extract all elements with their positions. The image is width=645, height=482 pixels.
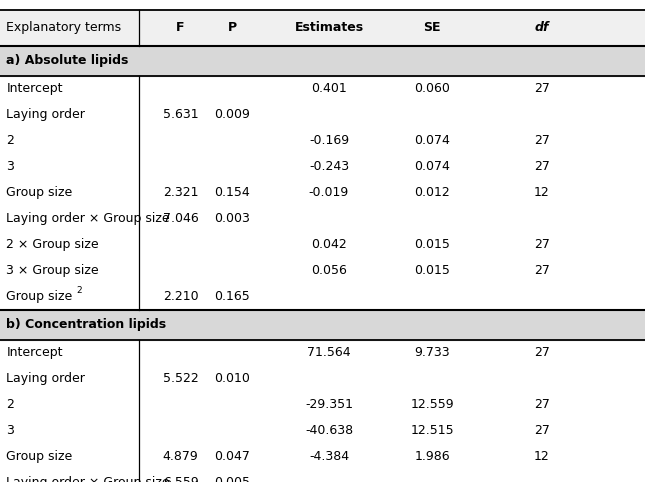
Text: 0.005: 0.005 xyxy=(214,477,250,482)
Text: Group size: Group size xyxy=(6,291,73,303)
Text: 3: 3 xyxy=(6,161,14,173)
Text: 12: 12 xyxy=(534,451,550,463)
Text: -4.384: -4.384 xyxy=(309,451,349,463)
Text: 27: 27 xyxy=(534,134,550,147)
Text: 2: 2 xyxy=(6,134,14,147)
Text: 2: 2 xyxy=(6,399,14,411)
Text: 6.559: 6.559 xyxy=(163,477,199,482)
Text: P: P xyxy=(228,21,237,34)
Text: 27: 27 xyxy=(534,82,550,95)
Text: Group size: Group size xyxy=(6,451,73,463)
Bar xyxy=(0,10,645,46)
Text: 0.047: 0.047 xyxy=(214,451,250,463)
Text: 0.074: 0.074 xyxy=(414,161,450,173)
Text: 71.564: 71.564 xyxy=(307,347,351,359)
Text: 0.074: 0.074 xyxy=(414,134,450,147)
Text: a) Absolute lipids: a) Absolute lipids xyxy=(6,54,129,67)
Text: 12: 12 xyxy=(534,187,550,199)
Text: F: F xyxy=(176,21,185,34)
Text: Explanatory terms: Explanatory terms xyxy=(6,21,121,34)
Text: 2.321: 2.321 xyxy=(163,187,199,199)
Text: Laying order × Group size: Laying order × Group size xyxy=(6,213,170,225)
Text: 2 × Group size: 2 × Group size xyxy=(6,239,99,251)
Text: 27: 27 xyxy=(534,425,550,437)
Text: df: df xyxy=(535,21,549,34)
Text: Group size: Group size xyxy=(6,187,73,199)
Text: 0.060: 0.060 xyxy=(414,82,450,95)
Text: 27: 27 xyxy=(534,265,550,277)
Text: b) Concentration lipids: b) Concentration lipids xyxy=(6,319,166,331)
Text: SE: SE xyxy=(423,21,441,34)
Text: Intercept: Intercept xyxy=(6,347,63,359)
Text: 27: 27 xyxy=(534,347,550,359)
Text: Laying order: Laying order xyxy=(6,108,85,121)
Text: 3: 3 xyxy=(6,425,14,437)
Text: 9.733: 9.733 xyxy=(414,347,450,359)
Bar xyxy=(0,310,645,340)
Text: 2: 2 xyxy=(76,286,82,295)
Text: 0.056: 0.056 xyxy=(311,265,347,277)
Text: 4.879: 4.879 xyxy=(163,451,199,463)
Text: 0.165: 0.165 xyxy=(214,291,250,303)
Text: -0.019: -0.019 xyxy=(309,187,349,199)
Text: -0.243: -0.243 xyxy=(309,161,349,173)
Text: 27: 27 xyxy=(534,399,550,411)
Text: 27: 27 xyxy=(534,239,550,251)
Text: 1.986: 1.986 xyxy=(414,451,450,463)
Text: 12.515: 12.515 xyxy=(410,425,454,437)
Text: 0.401: 0.401 xyxy=(311,82,347,95)
Text: 0.015: 0.015 xyxy=(414,239,450,251)
Text: -29.351: -29.351 xyxy=(305,399,353,411)
Text: 0.015: 0.015 xyxy=(414,265,450,277)
Text: 2.210: 2.210 xyxy=(163,291,199,303)
Text: 3 × Group size: 3 × Group size xyxy=(6,265,99,277)
Text: Estimates: Estimates xyxy=(294,21,364,34)
Bar xyxy=(0,46,645,76)
Text: 0.012: 0.012 xyxy=(414,187,450,199)
Text: 7.046: 7.046 xyxy=(163,213,199,225)
Text: 0.009: 0.009 xyxy=(214,108,250,121)
Text: 5.631: 5.631 xyxy=(163,108,199,121)
Text: Laying order × Group size: Laying order × Group size xyxy=(6,477,170,482)
Text: -0.169: -0.169 xyxy=(309,134,349,147)
Text: 12.559: 12.559 xyxy=(410,399,454,411)
Text: Laying order: Laying order xyxy=(6,373,85,385)
Text: 0.154: 0.154 xyxy=(214,187,250,199)
Text: 0.003: 0.003 xyxy=(214,213,250,225)
Text: 0.010: 0.010 xyxy=(214,373,250,385)
Text: 5.522: 5.522 xyxy=(163,373,199,385)
Text: -40.638: -40.638 xyxy=(305,425,353,437)
Text: 0.042: 0.042 xyxy=(311,239,347,251)
Text: 27: 27 xyxy=(534,161,550,173)
Text: Intercept: Intercept xyxy=(6,82,63,95)
